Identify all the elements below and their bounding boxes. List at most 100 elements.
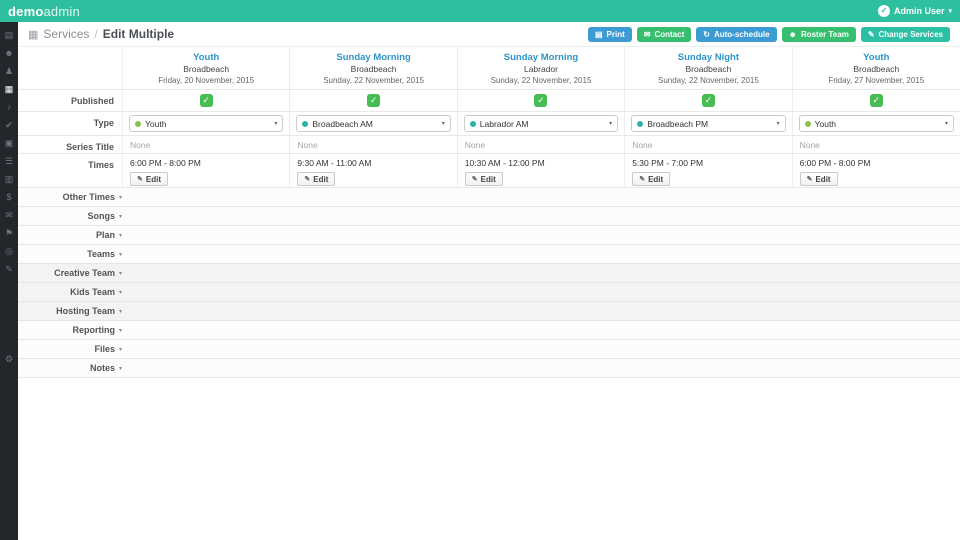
published-checkbox[interactable]: ✓	[367, 94, 381, 107]
calendar-icon[interactable]: ▦	[4, 84, 14, 94]
section-row-songs[interactable]: Songs ▾	[18, 207, 960, 226]
section-label: Kids Team	[70, 287, 115, 297]
chevron-down-icon: ▾	[609, 121, 613, 127]
section-row-hosting-team[interactable]: Hosting Team ▾	[18, 302, 960, 321]
page-title: Edit Multiple	[102, 27, 175, 41]
section-row-plan[interactable]: Plan ▾	[18, 226, 960, 245]
section-label: Songs	[87, 211, 115, 221]
edit-time-button[interactable]: ✎ Edit	[297, 172, 336, 186]
checkin-icon[interactable]: ✔	[5, 120, 13, 130]
service-column-header[interactable]: Sunday Morning Labrador Sunday, 22 Novem…	[457, 46, 626, 90]
auto-schedule-button[interactable]: ↻ Auto-schedule	[696, 26, 777, 42]
forms-icon[interactable]: ☰	[4, 156, 14, 166]
service-column-header[interactable]: Youth Broadbeach Friday, 20 November, 20…	[123, 46, 291, 90]
people-icon[interactable]: ♟	[4, 66, 14, 76]
edit-time-button[interactable]: ✎ Edit	[130, 172, 168, 186]
service-title[interactable]: Sunday Night	[677, 52, 739, 63]
published-cell: ✓	[792, 90, 960, 112]
service-title[interactable]: Youth	[193, 52, 220, 63]
chevron-down-icon: ▾	[119, 365, 123, 372]
chevron-down-icon: ▾	[119, 251, 123, 258]
service-campus: Labrador	[523, 64, 558, 74]
roster-team-button-label: Roster Team	[800, 29, 849, 39]
service-campus: Broadbeach	[183, 64, 230, 74]
services-table: Youth Broadbeach Friday, 20 November, 20…	[18, 46, 960, 188]
mail-icon[interactable]: ✉	[5, 210, 13, 220]
contact-button[interactable]: ✉ Contact	[636, 26, 692, 42]
service-column-header[interactable]: Youth Broadbeach Friday, 27 November, 20…	[792, 46, 960, 90]
service-title[interactable]: Sunday Morning	[503, 52, 579, 63]
app-logo[interactable]: demoadmin	[8, 4, 80, 19]
row-label-series-title: Series Title	[18, 136, 123, 154]
section-row-notes[interactable]: Notes ▾	[18, 359, 960, 378]
resources-icon[interactable]: ▣	[4, 138, 14, 148]
service-date: Sunday, 22 November, 2015	[323, 76, 424, 85]
row-label-times: Times	[18, 154, 123, 188]
published-checkbox[interactable]: ✓	[199, 94, 213, 107]
section-row-kids-team[interactable]: Kids Team ▾	[18, 283, 960, 302]
type-color-dot	[302, 120, 309, 127]
series-title-cell[interactable]: None	[123, 136, 291, 154]
edit-button-label: Edit	[480, 174, 496, 184]
change-services-button[interactable]: ✎ Change Services	[860, 26, 950, 42]
feed-icon[interactable]: ◎	[5, 246, 13, 256]
section-row-creative-team[interactable]: Creative Team ▾	[18, 264, 960, 283]
published-checkbox[interactable]: ✓	[701, 94, 715, 107]
series-title-cell[interactable]: None	[792, 136, 960, 154]
service-column-header[interactable]: Sunday Night Broadbeach Sunday, 22 Novem…	[625, 46, 793, 90]
files-icon[interactable]: ✎	[5, 264, 13, 274]
edit-time-button[interactable]: ✎ Edit	[799, 172, 838, 186]
published-checkbox[interactable]: ✓	[534, 94, 548, 107]
user-name: Admin User	[893, 6, 945, 16]
section-label: Reporting	[72, 325, 116, 335]
type-select[interactable]: Labrador AM ▾	[463, 115, 619, 132]
type-select[interactable]: Broadbeach PM ▾	[631, 115, 786, 132]
dashboard-icon[interactable]: ▤	[4, 30, 14, 40]
edit-time-button[interactable]: ✎ Edit	[464, 172, 503, 186]
service-date: Friday, 20 November, 2015	[158, 76, 255, 85]
profile-icon[interactable]: ☻	[4, 48, 14, 58]
service-date: Sunday, 22 November, 2015	[490, 76, 592, 85]
reports-icon[interactable]: ▥	[4, 174, 14, 184]
finance-icon[interactable]: $	[6, 192, 12, 202]
pencil-icon: ✎	[471, 176, 478, 183]
groups-icon[interactable]: ⚑	[4, 228, 14, 238]
chevron-down-icon: ▾	[119, 308, 123, 315]
type-select[interactable]: Broadbeach AM ▾	[296, 115, 451, 132]
times-cell: 6:00 PM - 8:00 PM ✎ Edit	[792, 154, 960, 188]
edit-time-button[interactable]: ✎ Edit	[632, 172, 671, 186]
published-cell: ✓	[123, 90, 291, 112]
section-row-reporting[interactable]: Reporting ▾	[18, 321, 960, 340]
type-select[interactable]: Youth ▾	[798, 115, 954, 132]
section-row-files[interactable]: Files ▾	[18, 340, 960, 359]
type-cell: Broadbeach AM ▾	[290, 112, 458, 136]
sidebar-nav: ▤ ☻ ♟ ▦ ♪ ✔ ▣ ☰ ▥ $ ✉ ⚑ ◎ ✎ ⚙	[0, 22, 18, 540]
section-row-teams[interactable]: Teams ▾	[18, 245, 960, 264]
breadcrumb-services[interactable]: Services	[43, 27, 90, 41]
print-button[interactable]: ▤ Print	[587, 26, 632, 42]
auto-schedule-button-label: Auto-schedule	[713, 29, 770, 39]
published-checkbox[interactable]: ✓	[869, 94, 883, 107]
times-cell: 10:30 AM - 12:00 PM ✎ Edit	[457, 154, 626, 188]
service-title[interactable]: Sunday Morning	[336, 52, 411, 63]
type-select[interactable]: Youth ▾	[129, 115, 284, 132]
header-actions: ▤ Print ✉ Contact ↻ Auto-schedule ☻ Rost…	[587, 26, 950, 42]
section-label: Teams	[87, 249, 115, 259]
type-color-dot	[469, 120, 476, 127]
user-menu[interactable]: ✓ Admin User ▾	[877, 5, 952, 17]
type-cell: Youth ▾	[792, 112, 960, 136]
section-row-other-times[interactable]: Other Times ▾	[18, 188, 960, 207]
music-icon[interactable]: ♪	[6, 102, 12, 112]
service-column-header[interactable]: Sunday Morning Broadbeach Sunday, 22 Nov…	[290, 46, 458, 90]
roster-team-button[interactable]: ☻ Roster Team	[781, 26, 856, 42]
breadcrumb-separator: /	[94, 27, 98, 41]
settings-icon[interactable]: ⚙	[4, 354, 14, 364]
row-label-published: Published	[18, 90, 123, 112]
edit-button-label: Edit	[313, 174, 329, 184]
service-title[interactable]: Youth	[863, 52, 890, 63]
series-title-cell[interactable]: None	[457, 136, 626, 154]
series-title-cell[interactable]: None	[290, 136, 458, 154]
series-title-cell[interactable]: None	[625, 136, 793, 154]
type-color-dot	[135, 120, 141, 127]
chevron-down-icon: ▾	[441, 121, 445, 127]
